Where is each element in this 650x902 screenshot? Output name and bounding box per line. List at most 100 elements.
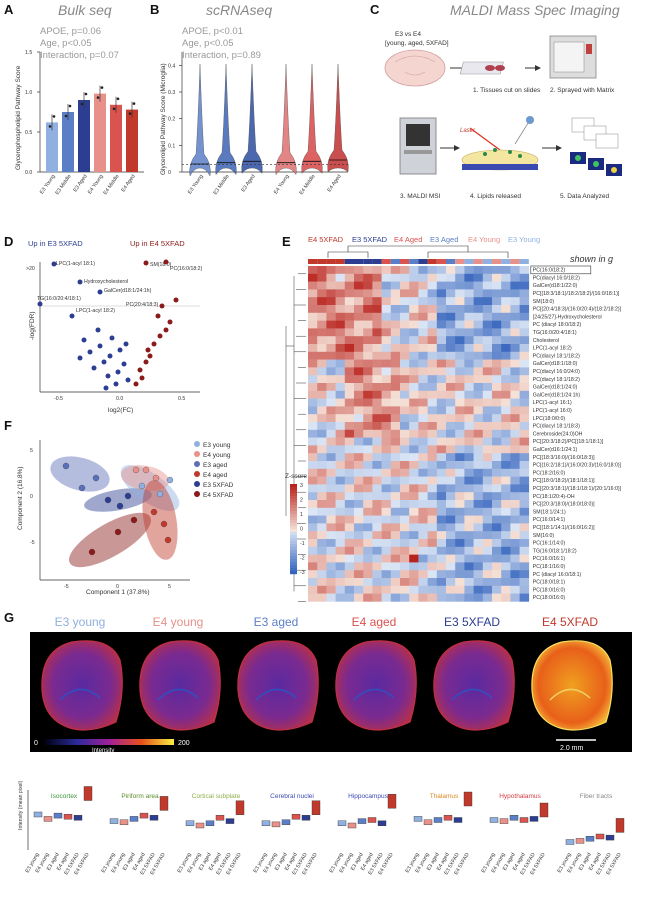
e-heat-cell [363, 320, 373, 329]
e-heat-cell [335, 461, 346, 470]
e-heat-cell [473, 429, 484, 438]
e-heat-cell [317, 367, 327, 376]
g-brain-image [531, 640, 613, 731]
b-ytick-label: 0.3 [168, 90, 175, 96]
e-heat-cell [427, 328, 438, 337]
e-heat-cell [317, 507, 327, 516]
g-region-label: Thalamus [430, 793, 459, 800]
e-heat-cell [354, 383, 364, 392]
e-heat-cell [455, 398, 465, 407]
e-heat-cell [436, 484, 447, 493]
e-heat-cell [473, 390, 484, 399]
e-heat-cell [473, 359, 484, 368]
e-heat-cell [519, 468, 530, 477]
g-brain-structure [157, 688, 199, 701]
a-point [64, 114, 68, 118]
e-zscore-cell [290, 556, 297, 560]
e-heat-cell [519, 515, 530, 524]
e-ztick-label: 0 [300, 527, 303, 533]
e-heat-cell [427, 570, 438, 579]
e-group-label: E3 5XFAD [352, 235, 388, 244]
e-heat-cell [363, 312, 373, 321]
e-heat-cell [381, 414, 392, 423]
e-zscore-cell [290, 550, 297, 554]
e-heat-cell [464, 570, 474, 579]
e-heat-cell [418, 539, 428, 548]
panel-b-stat-2: Age, p<0.05 [182, 38, 234, 49]
e-heat-cell [308, 476, 318, 485]
b-ytick-label: 0.2 [168, 117, 175, 123]
intensity-colorbar [44, 739, 174, 745]
e-heat-cell [308, 515, 318, 524]
e-heat-cell [482, 585, 493, 594]
e-heat-cell [446, 305, 456, 314]
e-heat-cell [482, 492, 493, 501]
e-heat-cell [390, 336, 401, 345]
e-heat-cell [455, 289, 465, 298]
e-zscore-cell [290, 499, 297, 503]
e-heat-cell [436, 492, 447, 501]
e-zscore-cell [290, 520, 297, 524]
e-heat-cell [427, 414, 438, 423]
g-box [595, 833, 605, 840]
e-heat-cell [381, 305, 392, 314]
e-heat-cell [510, 539, 520, 548]
g-box [43, 816, 53, 822]
e-heat-cell [519, 281, 530, 290]
e-heat-cell [464, 437, 474, 446]
e-heat-cell [390, 492, 401, 501]
panel-d-letter: D [4, 234, 13, 249]
e-heat-cell [381, 437, 392, 446]
e-heat-cell [427, 461, 438, 470]
e-heat-cell [354, 515, 364, 524]
d-point-e3 [125, 377, 131, 383]
f-ytick-label: -5 [30, 540, 35, 546]
e-heat-cell [381, 375, 392, 384]
e-heat-cell [510, 515, 520, 524]
e-heat-cell [519, 406, 530, 415]
e-heat-cell [455, 531, 465, 540]
e-heat-cell [519, 344, 530, 353]
e-heat-cell [482, 414, 493, 423]
e-heat-cell [446, 406, 456, 415]
e-heat-cell [519, 320, 530, 329]
f-point [116, 502, 124, 510]
e-heat-cell [519, 359, 530, 368]
e-heat-cell [390, 312, 401, 321]
e-heat-cell [400, 266, 410, 275]
e-heat-cell [427, 383, 438, 392]
e-heat-cell [335, 422, 346, 431]
e-heat-cell [464, 390, 474, 399]
e-heat-cell [473, 367, 484, 376]
cbar-label: Intensity [92, 748, 114, 754]
e-heat-cell [317, 305, 327, 314]
panel-f-ylabel: Component 2 (16.8%) [17, 466, 24, 530]
e-heat-cell [335, 445, 346, 454]
e-heat-cell [464, 531, 474, 540]
e-heat-cell [390, 445, 401, 454]
e-heat-cell [418, 484, 428, 493]
e-heat-cell [335, 312, 346, 321]
e-heat-cell [317, 336, 327, 345]
e-heat-cell [501, 383, 511, 392]
e-heat-cell [409, 437, 419, 446]
e-heat-cell [501, 305, 511, 314]
e-heat-cell [418, 281, 428, 290]
a-xtick-label: E3 Aged [72, 174, 88, 194]
e-heat-cell [427, 320, 438, 329]
panel-a-ylabel: Glycerophospholipid Pathway Score [15, 65, 22, 170]
e-heat-cell [519, 312, 530, 321]
e-heat-cell [363, 453, 373, 462]
e-heat-cell [381, 320, 392, 329]
e-heat-cell [473, 515, 484, 524]
e-heat-cell [418, 305, 428, 314]
e-heat-cell [335, 578, 346, 587]
a-point [132, 102, 136, 105]
e-heat-cell [510, 476, 520, 485]
e-heat-cell [473, 585, 484, 594]
e-heat-cell [354, 507, 364, 516]
e-heat-cell [510, 273, 520, 282]
e-heat-cell [354, 281, 364, 290]
e-heat-cell [519, 500, 530, 509]
e-heat-cell [455, 305, 465, 314]
